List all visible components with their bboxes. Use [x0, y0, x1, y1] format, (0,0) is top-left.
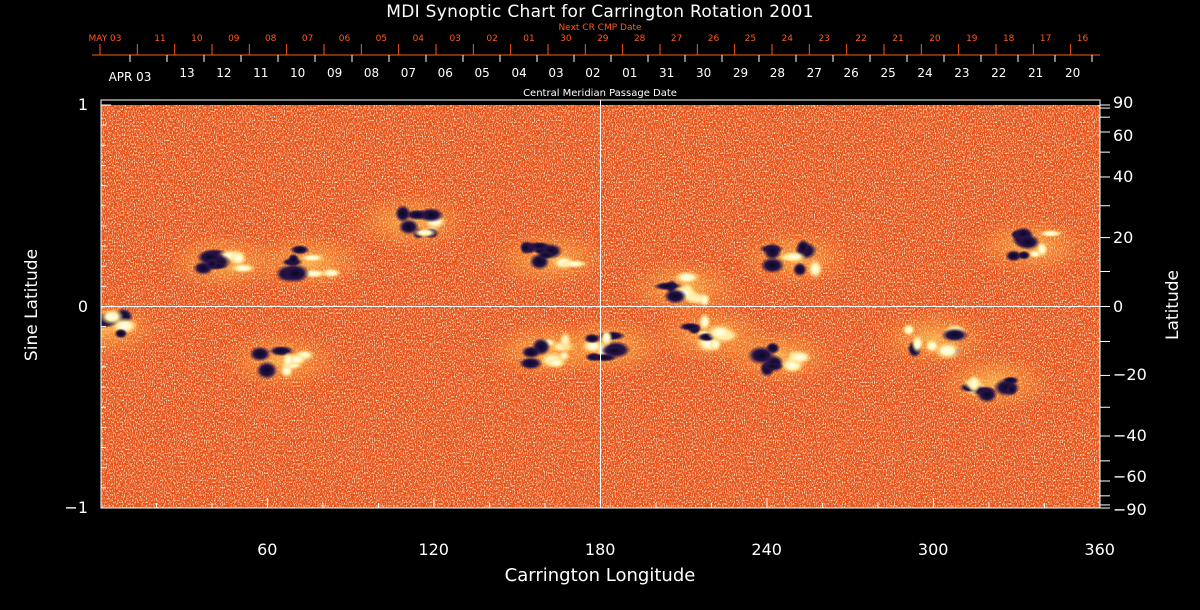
cr-date-label: 18 — [1002, 34, 1015, 44]
cmp-date-label: 08 — [363, 66, 380, 80]
x-axis-title: Carrington Longitude — [504, 565, 696, 586]
x-tick-label: 360 — [1084, 540, 1115, 559]
left-y-tick-label: −1 — [64, 498, 88, 517]
cmp-date-label: 31 — [659, 66, 675, 80]
right-y-axis-title: Latitude — [1163, 270, 1183, 340]
right-y-tick-label: 40 — [1113, 166, 1134, 186]
cmp-date-label: 01 — [622, 66, 638, 80]
active-region — [221, 330, 342, 391]
cmp-date-label: 10 — [290, 66, 306, 80]
cr-date-label: 11 — [154, 34, 166, 44]
cmp-date-label: 09 — [326, 66, 343, 80]
right-y-tick-label: −20 — [1113, 365, 1147, 385]
cr-date-label: 08 — [264, 34, 277, 44]
cr-date-label: 04 — [412, 34, 425, 44]
cmp-date-label: 22 — [991, 66, 1007, 80]
cr-date-label: 16 — [1076, 34, 1089, 44]
cr-date-label: 26 — [707, 34, 720, 44]
cr-date-label: 23 — [818, 34, 830, 44]
cmp-date-label: 27 — [806, 66, 822, 80]
central-meridian-passage-label: Central Meridian Passage Date — [523, 88, 677, 99]
cmp-date-label: 26 — [843, 66, 859, 80]
active-region — [734, 228, 855, 289]
active-region — [623, 258, 744, 319]
active-region — [163, 232, 284, 293]
left-y-tick-label: 0 — [77, 296, 88, 316]
cr-date-label: 27 — [670, 34, 683, 44]
chart-title: MDI Synoptic Chart for Carrington Rotati… — [386, 2, 814, 22]
cmp-date-label: 24 — [917, 66, 933, 80]
cmp-date-label: 25 — [880, 66, 896, 80]
active-region — [101, 298, 164, 359]
cr-date-label: 25 — [744, 34, 757, 44]
right-y-tick-label: 60 — [1113, 125, 1134, 145]
cr-date-label: 19 — [966, 34, 978, 44]
cr-date-label: 21 — [892, 34, 904, 44]
cmp-date-label: 23 — [954, 66, 970, 80]
cr-date-label: 07 — [301, 34, 314, 44]
active-region — [718, 326, 839, 387]
left-y-tick-label: 1 — [77, 95, 88, 114]
cr-date-label: 09 — [228, 34, 240, 44]
active-region — [970, 216, 1091, 277]
cmp-date-label: 21 — [1028, 66, 1044, 80]
x-tick-label: 180 — [584, 540, 616, 559]
cr-date-label: 30 — [560, 34, 572, 44]
cr-date-label: 28 — [633, 34, 646, 44]
cr-date-label: 02 — [486, 34, 498, 44]
cr-date-label: 17 — [1039, 34, 1052, 44]
cmp-date-label: 20 — [1064, 66, 1081, 80]
active-region — [548, 316, 669, 377]
cr-date-label: 10 — [191, 34, 203, 44]
left-y-axis-title: Sine Latitude — [22, 248, 42, 362]
cr-date-label: 05 — [375, 34, 388, 44]
cmp-date-label: 02 — [585, 66, 601, 80]
cmp-date-label: 28 — [769, 66, 786, 80]
cmp-date-label: 11 — [253, 66, 269, 80]
active-region — [651, 304, 772, 365]
cr-date-label: 20 — [929, 34, 941, 44]
right-y-tick-label: 0 — [1113, 296, 1124, 316]
cmp-date-label: 07 — [400, 66, 417, 80]
next-cr-cmp-date-label: Next CR CMP Date — [558, 23, 642, 33]
cmp-date-label: 05 — [474, 66, 490, 80]
cr-date-label: 03 — [449, 34, 461, 44]
active-region — [249, 232, 370, 293]
cmp-date-label: 03 — [548, 66, 564, 80]
x-tick-label: 240 — [751, 540, 782, 559]
cr-date-label: MAY 03 — [88, 34, 122, 44]
right-y-tick-label: 90 — [1113, 93, 1134, 112]
cr-date-label: 22 — [855, 34, 867, 44]
cr-date-label: 06 — [338, 34, 351, 44]
cr-date-label: 29 — [597, 34, 609, 44]
active-region — [873, 308, 994, 369]
right-y-tick-label: 20 — [1113, 227, 1134, 247]
right-y-tick-label: −90 — [1113, 500, 1147, 519]
cr-date-label: 01 — [523, 34, 535, 44]
cmp-date-label: 29 — [732, 66, 749, 80]
cmp-date-label: 06 — [437, 66, 453, 80]
x-tick-label: 120 — [418, 540, 449, 559]
cmp-date-label: 30 — [695, 66, 712, 80]
cmp-date-label: 12 — [216, 66, 232, 80]
right-y-tick-label: −60 — [1113, 467, 1147, 486]
right-y-tick-label: −40 — [1113, 426, 1147, 446]
cmp-date-label: APR 03 — [108, 70, 152, 84]
x-tick-label: 60 — [257, 540, 278, 559]
cmp-date-label: 04 — [511, 66, 527, 80]
active-region — [490, 228, 611, 289]
cmp-date-label: 13 — [179, 66, 195, 80]
x-tick-label: 300 — [917, 540, 949, 559]
active-region — [934, 353, 1055, 414]
cr-date-label: 24 — [781, 34, 794, 44]
active-region — [351, 191, 472, 252]
